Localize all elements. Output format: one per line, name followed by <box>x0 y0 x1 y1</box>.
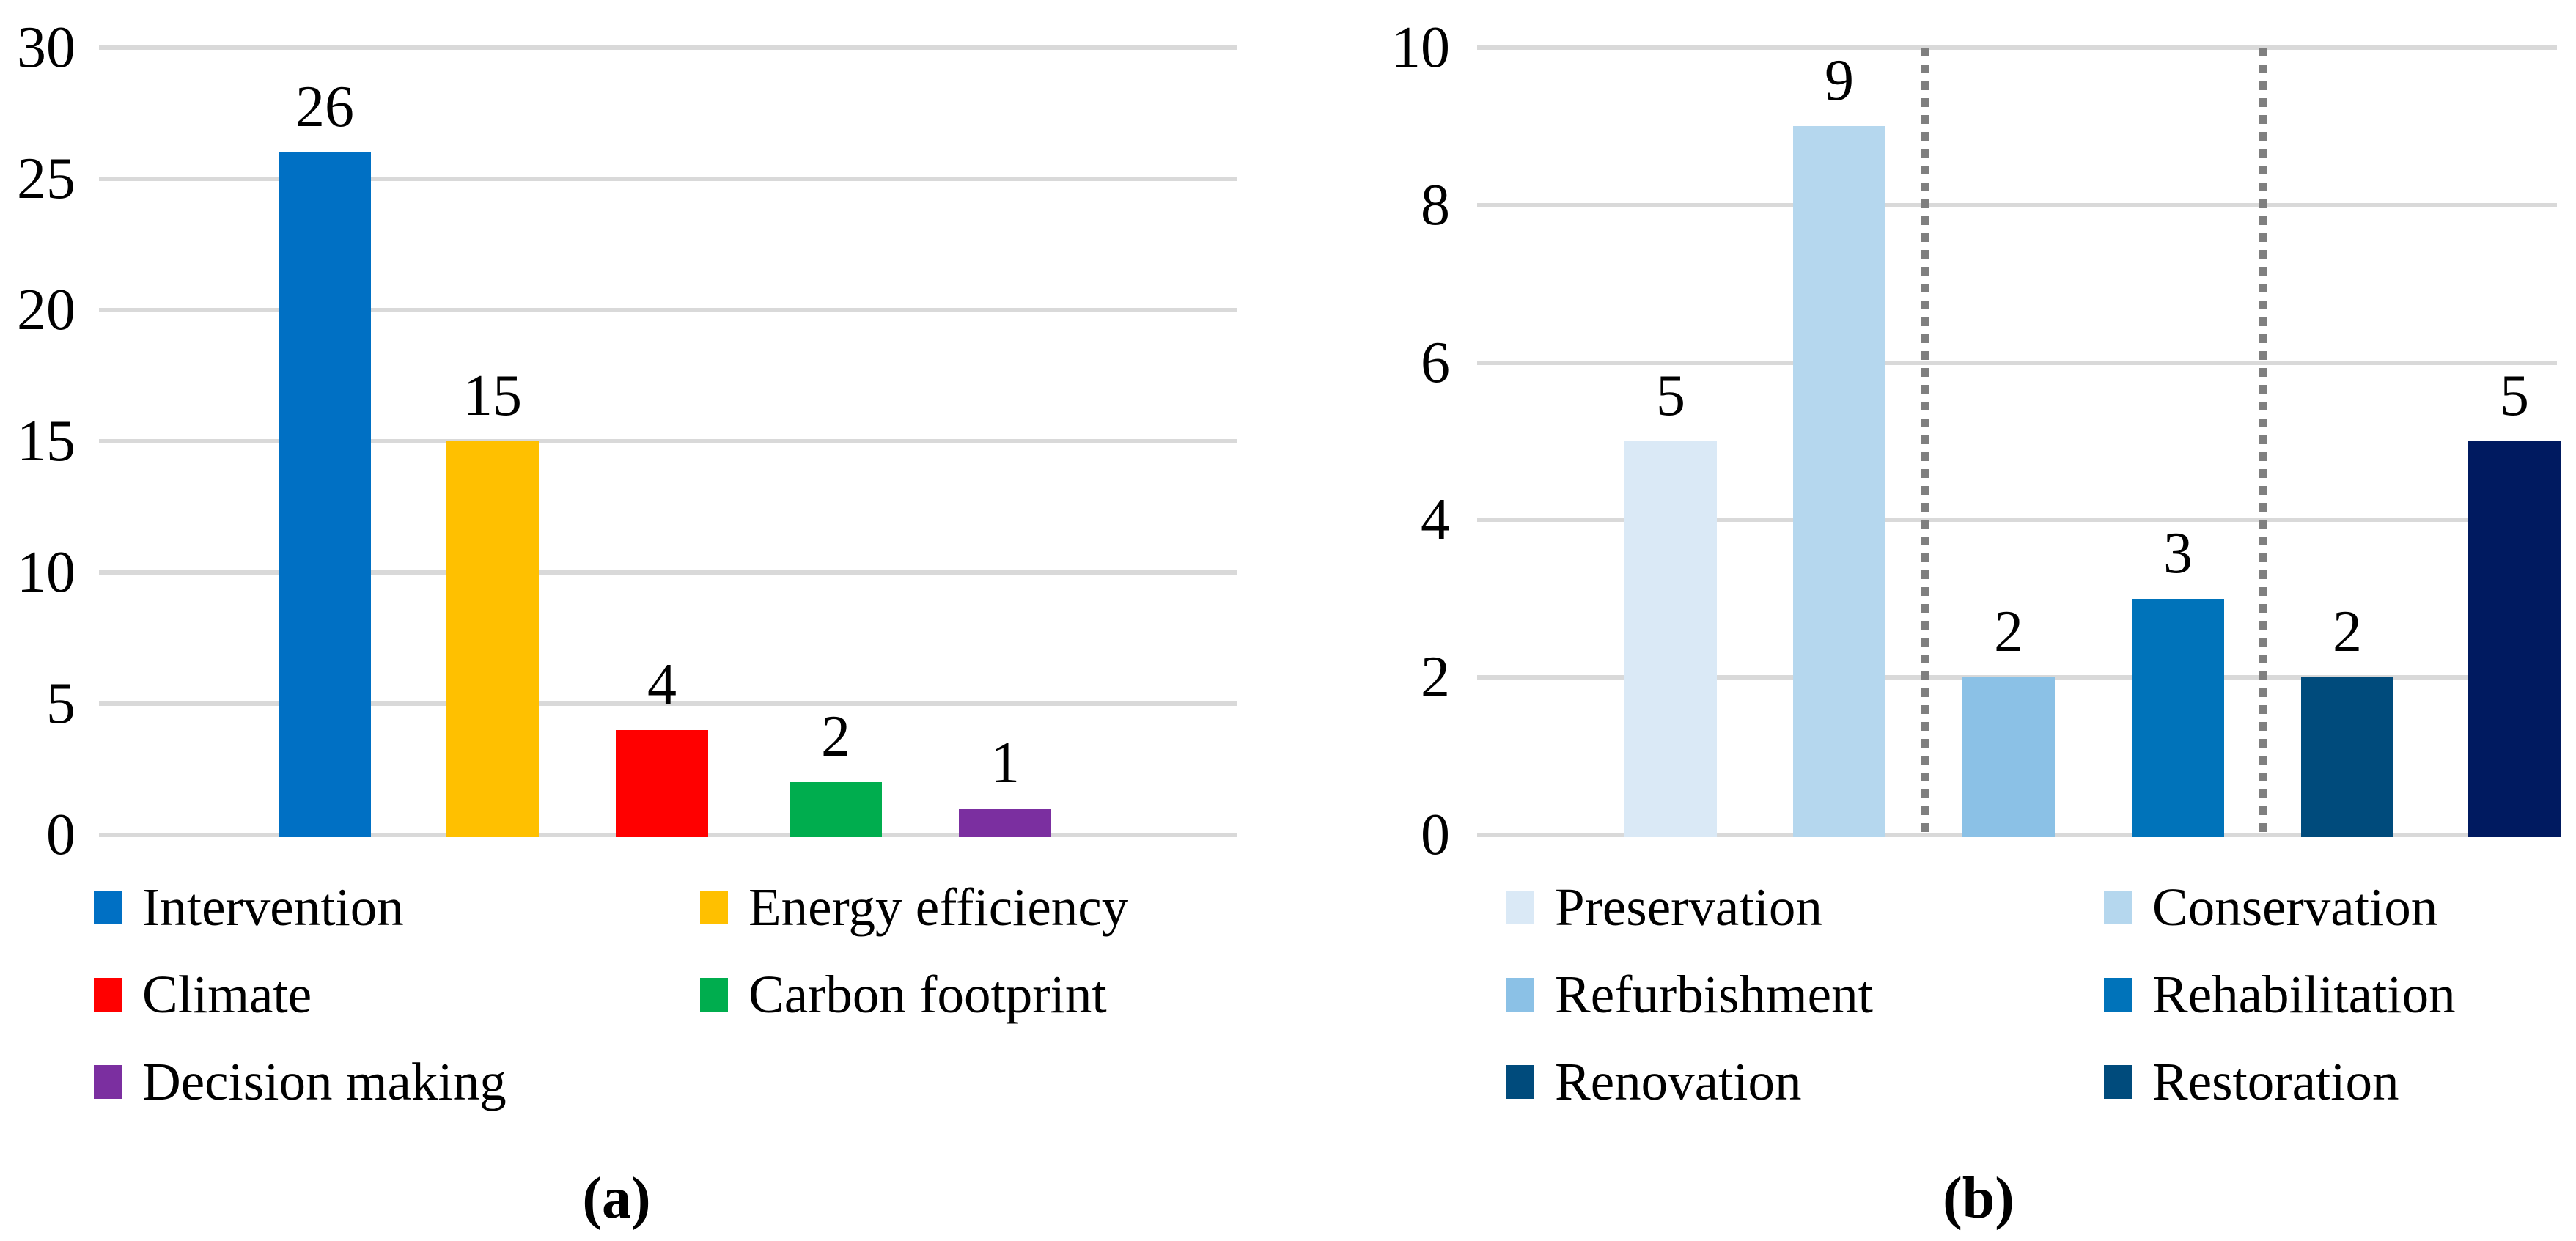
legend-item-restoration: Restoration <box>2104 1038 2399 1125</box>
bar-climate <box>616 729 708 837</box>
legend-swatch-intervention-icon <box>94 890 122 924</box>
legend-swatch-refurbishment-icon <box>1506 977 1534 1012</box>
bar-intervention <box>279 152 371 837</box>
legend-swatch-carbon-footprint-icon <box>700 977 728 1012</box>
y-axis-tick-label-6: 6 <box>1421 330 1450 395</box>
bar-carbon-footprint <box>790 782 882 837</box>
y-axis-tick-label-5: 5 <box>46 671 76 736</box>
y-axis-tick-label-10: 10 <box>1391 15 1450 80</box>
y-axis-tick-label-25: 25 <box>17 147 76 211</box>
bar-preservation <box>1624 441 1717 837</box>
gridline-y-25 <box>99 177 1237 181</box>
legend-label-preservation: Preservation <box>1555 877 1822 937</box>
gridline-y-6 <box>1477 360 2557 365</box>
legend-swatch-conservation-icon <box>2104 890 2132 924</box>
legend-item-decision-making: Decision making <box>94 1038 507 1125</box>
data-label-climate: 4 <box>647 652 677 717</box>
y-axis-tick-label-8: 8 <box>1421 172 1450 237</box>
gridline-y-20 <box>99 308 1237 312</box>
legend-swatch-rehabilitation-icon <box>2104 977 2132 1012</box>
y-axis-tick-label-0: 0 <box>1421 803 1450 867</box>
legend-item-refurbishment: Refurbishment <box>1506 951 1873 1038</box>
legend-item-preservation: Preservation <box>1506 863 1822 951</box>
legend-item-conservation: Conservation <box>2104 863 2437 951</box>
legend-swatch-energy-efficiency-icon <box>700 890 728 924</box>
legend-label-intervention: Intervention <box>142 877 404 937</box>
data-label-rehabilitation: 3 <box>2163 520 2193 586</box>
legend-item-renovation: Renovation <box>1506 1038 1802 1125</box>
legend-item-energy-efficiency: Energy efficiency <box>700 863 1128 951</box>
legend-swatch-climate-icon <box>94 977 122 1012</box>
legend-label-restoration: Restoration <box>2152 1052 2399 1111</box>
legend-item-carbon-footprint: Carbon footprint <box>700 951 1107 1038</box>
y-axis-tick-label-30: 30 <box>17 15 76 80</box>
dotted-separator-1 <box>1920 48 1929 839</box>
legend-label-renovation: Renovation <box>1555 1052 1802 1111</box>
y-axis-tick-label-20: 20 <box>17 278 76 342</box>
y-axis-tick-label-0: 0 <box>46 803 76 867</box>
y-axis-tick-label-2: 2 <box>1421 645 1450 710</box>
bar-rehabilitation <box>2132 598 2224 837</box>
y-axis-tick-label-4: 4 <box>1421 487 1450 553</box>
data-label-refurbishment: 2 <box>1994 600 2023 665</box>
data-label-conservation: 9 <box>1825 48 1854 114</box>
data-label-energy-efficiency: 15 <box>463 364 522 428</box>
legend-label-refurbishment: Refurbishment <box>1555 965 1873 1024</box>
legend-label-climate: Climate <box>142 965 312 1024</box>
legend-item-rehabilitation: Rehabilitation <box>2104 951 2456 1038</box>
panel-caption-a: (a) <box>582 1166 651 1231</box>
gridline-y-30 <box>99 45 1237 50</box>
legend-label-carbon-footprint: Carbon footprint <box>748 965 1107 1024</box>
bar-decision-making <box>959 809 1051 837</box>
data-label-intervention: 26 <box>295 75 354 140</box>
gridline-y-5 <box>99 701 1237 706</box>
gridline-y-10 <box>1477 45 2557 50</box>
legend-label-conservation: Conservation <box>2152 877 2438 937</box>
data-label-restoration: 5 <box>2500 364 2529 428</box>
legend-swatch-renovation-icon <box>1506 1064 1534 1099</box>
legend-label-energy-efficiency: Energy efficiency <box>748 877 1129 937</box>
y-axis-tick-label-15: 15 <box>17 409 76 474</box>
data-label-preservation: 5 <box>1656 364 1685 428</box>
gridline-y-4 <box>1477 518 2557 523</box>
bar-refurbishment <box>1962 677 2055 837</box>
data-label-carbon-footprint: 2 <box>821 704 850 770</box>
legend-item-intervention: Intervention <box>94 863 404 951</box>
legend-label-decision-making: Decision making <box>142 1052 507 1111</box>
panel-caption-b: (b) <box>1943 1166 2014 1231</box>
legend-label-rehabilitation: Rehabilitation <box>2152 965 2456 1024</box>
legend-swatch-preservation-icon <box>1506 890 1534 924</box>
gridline-y-10 <box>99 570 1237 575</box>
bar-conservation <box>1793 126 1885 837</box>
bar-renovation <box>2301 677 2393 837</box>
data-label-renovation: 2 <box>2333 600 2362 665</box>
y-axis-tick-label-10: 10 <box>17 540 76 605</box>
bar-restoration <box>2468 441 2561 837</box>
legend-swatch-decision-making-icon <box>94 1064 122 1099</box>
bar-energy-efficiency <box>446 441 539 837</box>
dotted-separator-2 <box>2259 48 2267 839</box>
data-label-decision-making: 1 <box>990 731 1020 796</box>
legend-item-climate: Climate <box>94 951 312 1038</box>
gridline-y-8 <box>1477 202 2557 207</box>
legend-swatch-restoration-icon <box>2104 1064 2132 1099</box>
gridline-y-15 <box>99 439 1237 443</box>
